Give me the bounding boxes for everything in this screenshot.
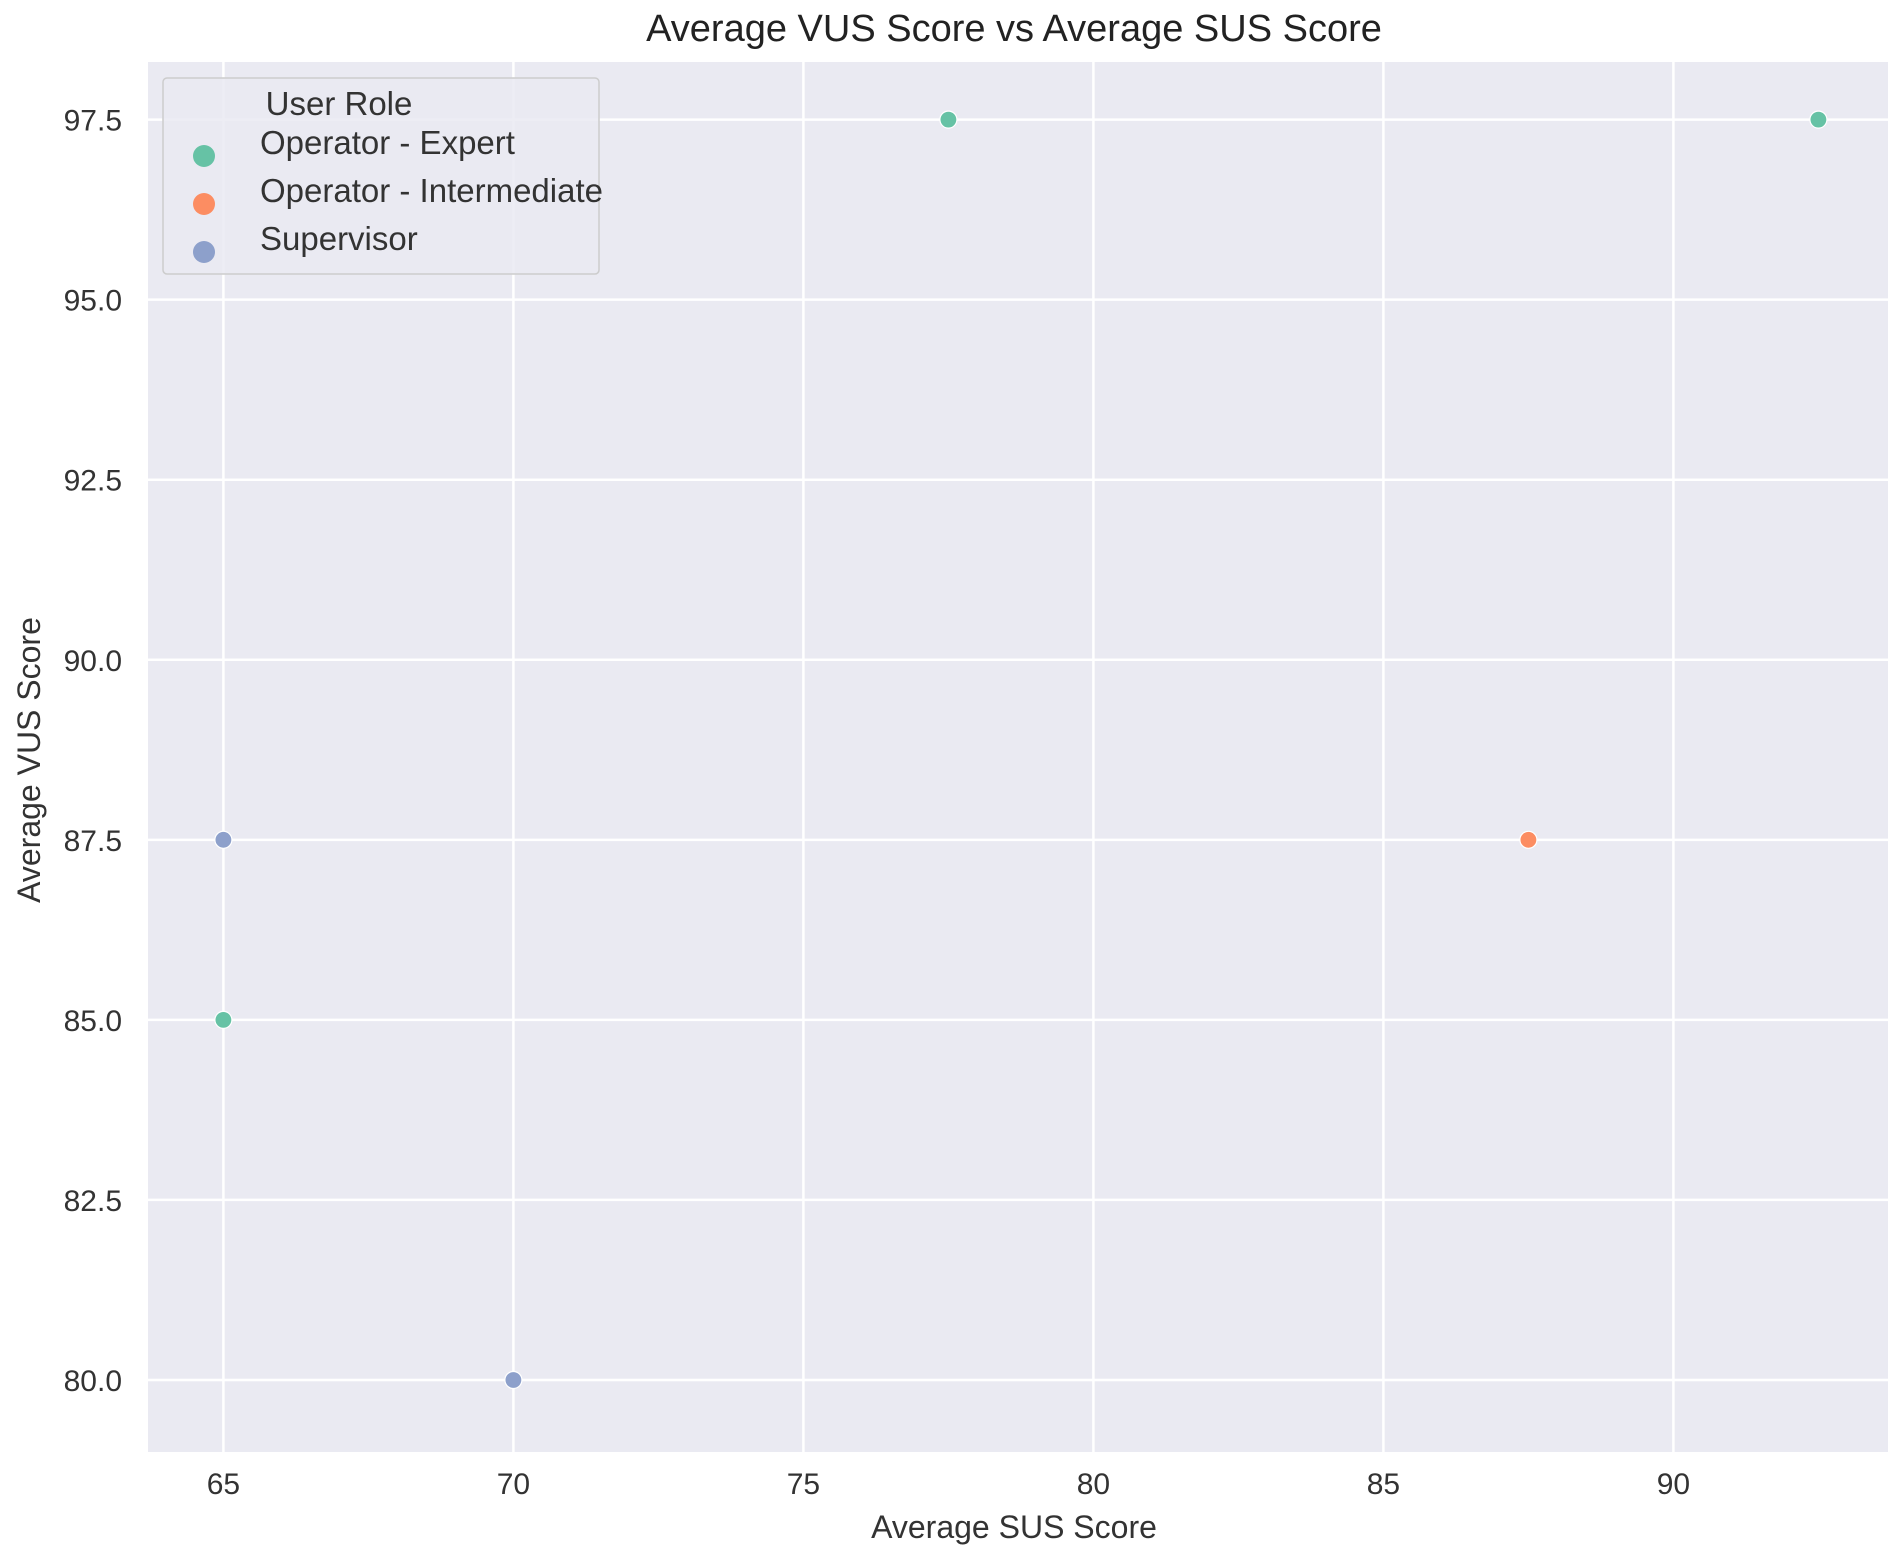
y-tick-label: 85.0 [64, 1005, 122, 1038]
y-tick-label: 92.5 [64, 465, 122, 498]
legend-label: Operator - Intermediate [260, 172, 603, 209]
data-point [1809, 110, 1828, 129]
data-point [214, 830, 233, 849]
y-tick-label: 95.0 [64, 285, 122, 318]
x-axis-label: Average SUS Score [871, 1509, 1157, 1545]
y-tick-label: 80.0 [64, 1365, 122, 1398]
x-tick-label: 85 [1367, 1468, 1400, 1501]
x-tick-label: 75 [787, 1468, 820, 1501]
legend-marker [193, 145, 215, 167]
y-tick-label: 87.5 [64, 825, 122, 858]
chart-title: Average VUS Score vs Average SUS Score [646, 8, 1382, 50]
data-point [504, 1370, 523, 1390]
x-tick-label: 90 [1657, 1468, 1690, 1501]
y-axis-label: Average VUS Score [11, 617, 47, 903]
x-tick-label: 65 [207, 1468, 240, 1501]
grid-lines [148, 62, 1888, 1452]
legend-label: Supervisor [260, 220, 418, 257]
y-tick-label: 82.5 [64, 1185, 122, 1218]
data-point [939, 110, 958, 129]
y-tick-label: 97.5 [64, 105, 122, 138]
legend-marker [193, 241, 215, 263]
x-tick-label: 70 [497, 1468, 530, 1501]
y-tick-label: 90.0 [64, 645, 122, 678]
legend-title: User Role [266, 85, 413, 122]
legend-marker [193, 193, 215, 215]
data-point [1519, 830, 1538, 849]
data-points [214, 110, 1828, 1390]
plot-background [148, 62, 1888, 1452]
data-point [214, 1010, 233, 1029]
x-tick-label: 80 [1077, 1468, 1110, 1501]
legend-box [162, 77, 600, 275]
legend-label: Operator - Expert [260, 124, 515, 161]
